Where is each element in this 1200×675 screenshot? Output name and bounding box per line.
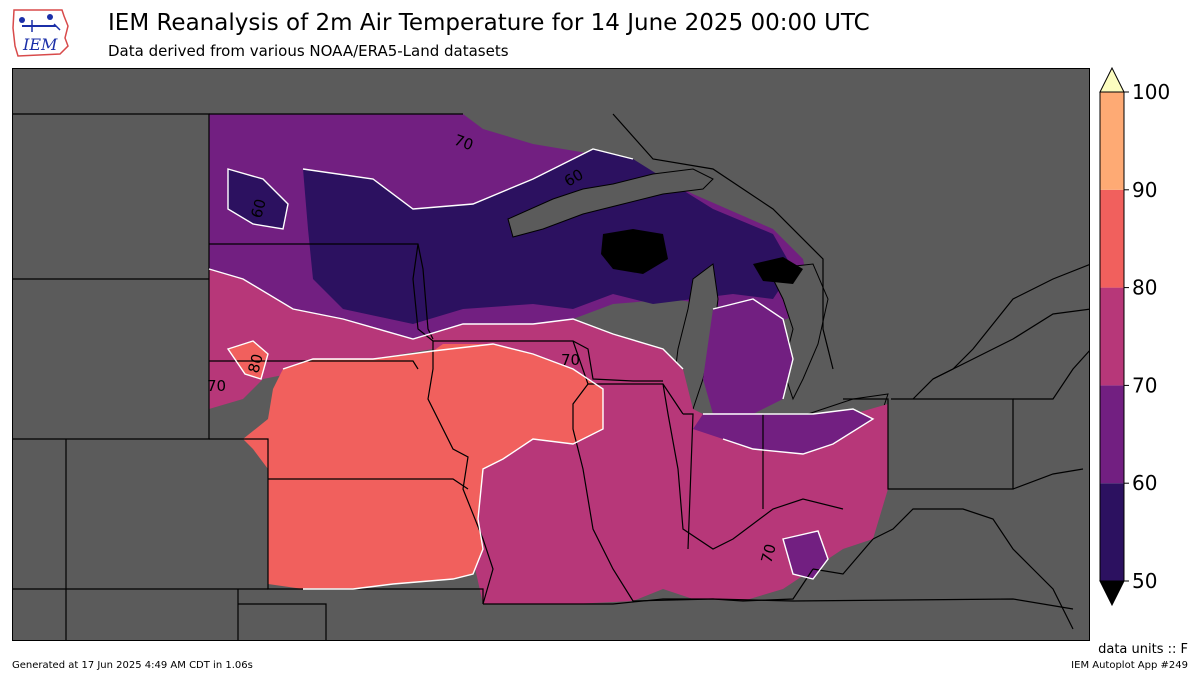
colorbar-tick-label: 80 <box>1132 276 1157 300</box>
colorbar-segment <box>1100 189 1124 288</box>
page-title: IEM Reanalysis of 2m Air Temperature for… <box>108 10 870 36</box>
generated-timestamp: Generated at 17 Jun 2025 4:49 AM CDT in … <box>12 660 253 671</box>
contour-label: 80 <box>244 352 266 375</box>
band-80-90-west <box>228 341 268 379</box>
band-50-60-nw <box>228 169 288 229</box>
color-legend: 50 60 70 80 90 100 <box>1096 66 1200 611</box>
contour-label: 70 <box>452 131 476 154</box>
colorbar-under-arrow <box>1099 580 1125 607</box>
iem-logo: IEM <box>10 6 72 60</box>
contour-lines <box>208 148 875 590</box>
data-units: data units :: F <box>1098 642 1188 657</box>
contour-label: 60 <box>247 197 269 220</box>
contour-label: 70 <box>757 542 779 565</box>
page-subtitle: Data derived from various NOAA/ERA5-Land… <box>108 42 509 60</box>
contour-label: 70 <box>207 377 226 395</box>
black-spot-1 <box>601 229 668 274</box>
colorbar-tick-label: 50 <box>1132 569 1157 593</box>
band-60-70-kentucky <box>783 531 828 579</box>
colorbar-tick-label: 90 <box>1132 178 1157 202</box>
band-80-90 <box>243 344 603 589</box>
state-boundaries <box>13 113 1089 640</box>
colorbar-tick-label: 100 <box>1132 80 1170 104</box>
contour-label: 70 <box>561 351 580 369</box>
lake-huron <box>767 263 829 401</box>
black-spot-2 <box>753 257 803 284</box>
colorbar-over-arrow <box>1099 66 1125 93</box>
band-60-70-ohio <box>693 409 873 454</box>
colorbar-segment <box>1100 287 1124 386</box>
temperature-map: 70 70 60 60 80 70 70 <box>12 68 1090 641</box>
logo-text: IEM <box>22 35 58 54</box>
band-60-70-michigan <box>703 299 793 414</box>
app-id: IEM Autoplot App #249 <box>1071 660 1188 671</box>
colorbar-segment <box>1100 483 1124 581</box>
lake-superior <box>507 168 714 238</box>
colorbar-segment <box>1100 92 1124 190</box>
map-canvas: 70 70 60 60 80 70 70 <box>13 113 1089 640</box>
colorbar-frame <box>1099 91 1125 582</box>
colorbar-canvas: 50 60 70 80 90 100 <box>1099 66 1170 607</box>
colorbar-segment <box>1100 385 1124 484</box>
colorbar-tick-label: 70 <box>1132 373 1157 397</box>
colorbar-tick-label: 60 <box>1132 471 1157 495</box>
